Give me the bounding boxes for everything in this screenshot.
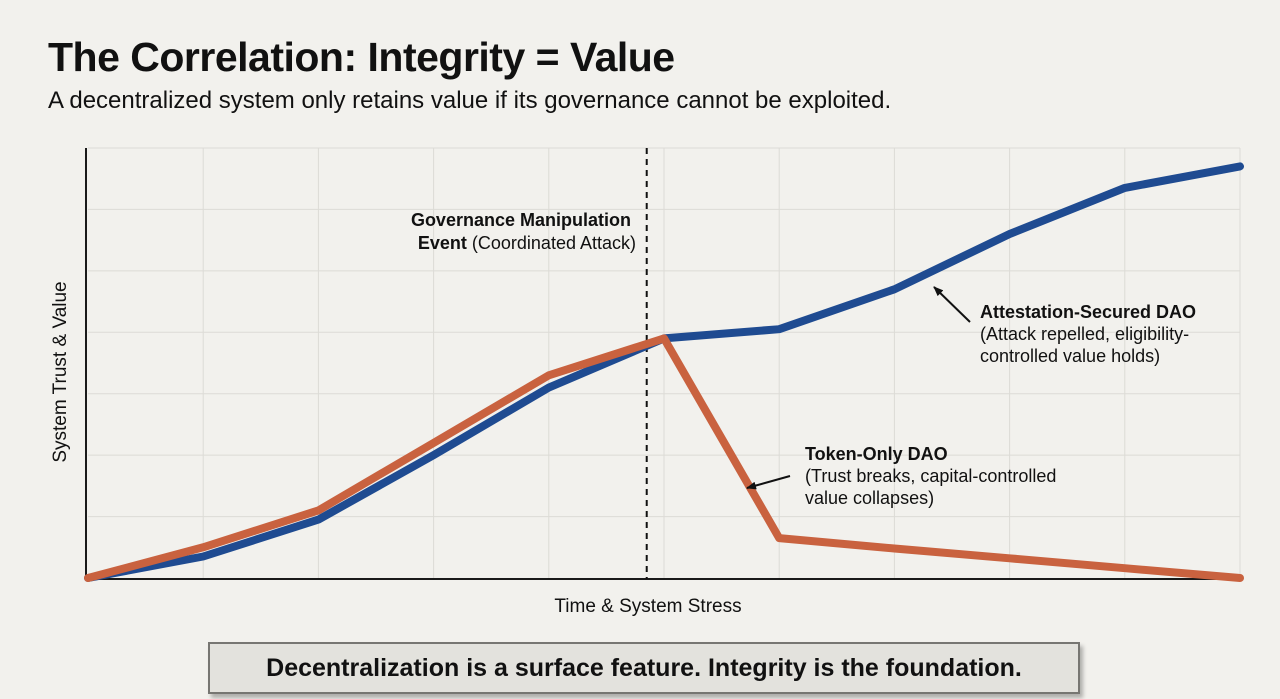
token-annotation: Token-Only DAO (Trust breaks, capital-co…	[805, 444, 1061, 508]
event-marker: Governance Manipulation Event (Coordinat…	[411, 148, 648, 579]
chart-grid	[88, 147, 1241, 578]
y-axis-label: System Trust & Value	[50, 281, 71, 462]
event-label-line2: Event (Coordinated Attack)	[418, 233, 636, 253]
token-annotation-arrow	[746, 475, 791, 490]
x-axis-label: Time & System Stress	[554, 596, 741, 617]
attestation-annotation: Attestation-Secured DAO (Attack repelled…	[980, 302, 1201, 366]
token-annotation-line1: (Trust breaks, capital-controlled	[805, 466, 1056, 486]
attestation-annotation-line2: controlled value holds)	[980, 346, 1160, 366]
footer-callout: Decentralization is a surface feature. I…	[208, 642, 1080, 694]
event-label-bold: Event	[418, 233, 467, 253]
series-annotations: Attestation-Secured DAO (Attack repelled…	[746, 286, 1201, 508]
event-label-detail: (Coordinated Attack)	[467, 233, 636, 253]
series-lines	[84, 162, 1244, 582]
attestation-annotation-arrow	[933, 286, 971, 323]
attestation-annotation-title: Attestation-Secured DAO	[980, 302, 1196, 322]
page-subtitle: A decentralized system only retains valu…	[48, 87, 892, 114]
series-line-token-only-dao	[84, 334, 1244, 582]
token-annotation-line2: value collapses)	[805, 488, 934, 508]
line-chart: Governance Manipulation Event (Coordinat…	[50, 147, 1244, 617]
attestation-annotation-line1: (Attack repelled, eligibility-	[980, 324, 1189, 344]
token-annotation-title: Token-Only DAO	[805, 444, 948, 464]
event-label: Governance Manipulation Event (Coordinat…	[411, 210, 636, 253]
page-title: The Correlation: Integrity = Value	[48, 34, 675, 80]
footer-text: Decentralization is a surface feature. I…	[266, 653, 1022, 682]
chart-axes	[85, 148, 1242, 580]
event-label-line1: Governance Manipulation	[411, 210, 631, 230]
